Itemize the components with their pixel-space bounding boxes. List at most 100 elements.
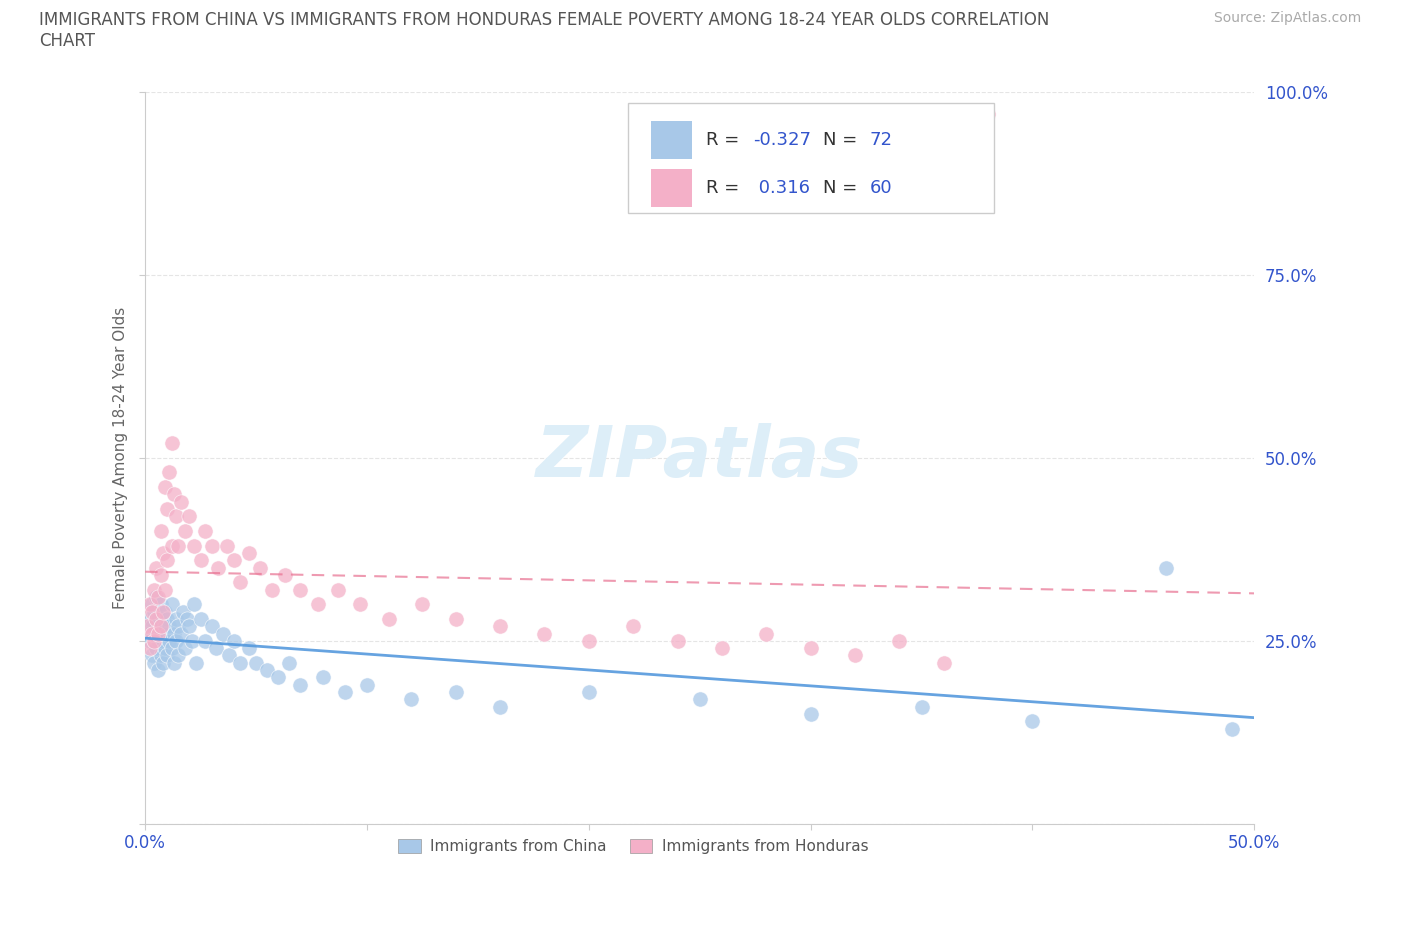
Point [149, 618, 172, 633]
Point [190, 611, 212, 626]
Point [149, 648, 172, 663]
Point [444, 684, 467, 699]
Point [174, 524, 197, 538]
Point [578, 633, 600, 648]
FancyBboxPatch shape [651, 121, 692, 159]
Point [152, 611, 174, 626]
Point [222, 552, 245, 567]
Text: N =: N = [823, 131, 863, 149]
Point [156, 648, 179, 663]
Point [217, 538, 239, 553]
Point [160, 436, 183, 451]
Point [666, 633, 689, 648]
Point [218, 648, 240, 663]
Point [153, 582, 176, 597]
Text: ZIPatlas: ZIPatlas [536, 423, 863, 492]
Point [149, 597, 172, 612]
Point [444, 611, 467, 626]
Legend: Immigrants from China, Immigrants from Honduras: Immigrants from China, Immigrants from H… [392, 832, 875, 860]
Point [378, 611, 401, 626]
Point [138, 633, 160, 648]
Point [621, 618, 644, 633]
Text: CHART: CHART [39, 32, 96, 49]
Point [333, 684, 356, 699]
Point [138, 597, 160, 612]
Point [159, 633, 181, 648]
Point [149, 524, 172, 538]
Point [156, 501, 179, 516]
FancyBboxPatch shape [627, 102, 994, 213]
Point [152, 656, 174, 671]
Text: 0.316: 0.316 [754, 179, 810, 197]
Point [307, 597, 329, 612]
Point [138, 641, 160, 656]
Point [755, 626, 778, 641]
Point [156, 611, 179, 626]
Point [159, 618, 181, 633]
Point [148, 663, 170, 678]
Point [249, 560, 271, 575]
Point [165, 633, 187, 648]
Point [245, 656, 267, 671]
Point [167, 538, 190, 553]
Point [229, 575, 252, 590]
Text: Source: ZipAtlas.com: Source: ZipAtlas.com [1213, 11, 1361, 25]
Point [145, 626, 167, 641]
Point [141, 626, 163, 641]
Point [145, 611, 167, 626]
Point [165, 611, 187, 626]
Point [267, 670, 290, 684]
Point [910, 699, 932, 714]
Point [172, 604, 194, 619]
Point [1021, 714, 1043, 729]
Point [174, 641, 197, 656]
Point [800, 707, 823, 722]
Text: 60: 60 [869, 179, 891, 197]
Point [167, 618, 190, 633]
Point [165, 509, 187, 524]
Point [1220, 722, 1243, 737]
Point [1154, 560, 1177, 575]
Point [141, 597, 163, 612]
Point [311, 670, 333, 684]
Point [184, 656, 207, 671]
Point [153, 641, 176, 656]
Point [179, 509, 201, 524]
Point [278, 656, 301, 671]
Point [163, 626, 186, 641]
Point [207, 560, 229, 575]
Point [169, 495, 191, 510]
Point [148, 611, 170, 626]
Point [152, 604, 174, 619]
Point [349, 597, 371, 612]
Point [160, 538, 183, 553]
Point [401, 692, 423, 707]
Point [141, 648, 163, 663]
Text: IMMIGRANTS FROM CHINA VS IMMIGRANTS FROM HONDURAS FEMALE POVERTY AMONG 18-24 YEA: IMMIGRANTS FROM CHINA VS IMMIGRANTS FROM… [39, 11, 1050, 29]
Point [238, 546, 260, 561]
Point [190, 552, 212, 567]
Point [149, 567, 172, 582]
Point [143, 633, 166, 648]
Point [143, 656, 166, 671]
Y-axis label: Female Poverty Among 18-24 Year Olds: Female Poverty Among 18-24 Year Olds [114, 307, 128, 609]
Point [194, 524, 217, 538]
Point [800, 641, 823, 656]
Point [180, 633, 202, 648]
Point [533, 626, 555, 641]
Point [205, 641, 228, 656]
Point [156, 626, 179, 641]
Point [194, 633, 217, 648]
Point [356, 677, 378, 692]
Point [201, 538, 224, 553]
Point [176, 611, 198, 626]
Point [148, 633, 170, 648]
Point [489, 618, 512, 633]
Point [179, 618, 201, 633]
Point [141, 618, 163, 633]
Point [256, 663, 278, 678]
Point [211, 626, 233, 641]
Point [932, 656, 955, 671]
Point [689, 692, 711, 707]
Point [229, 656, 252, 671]
